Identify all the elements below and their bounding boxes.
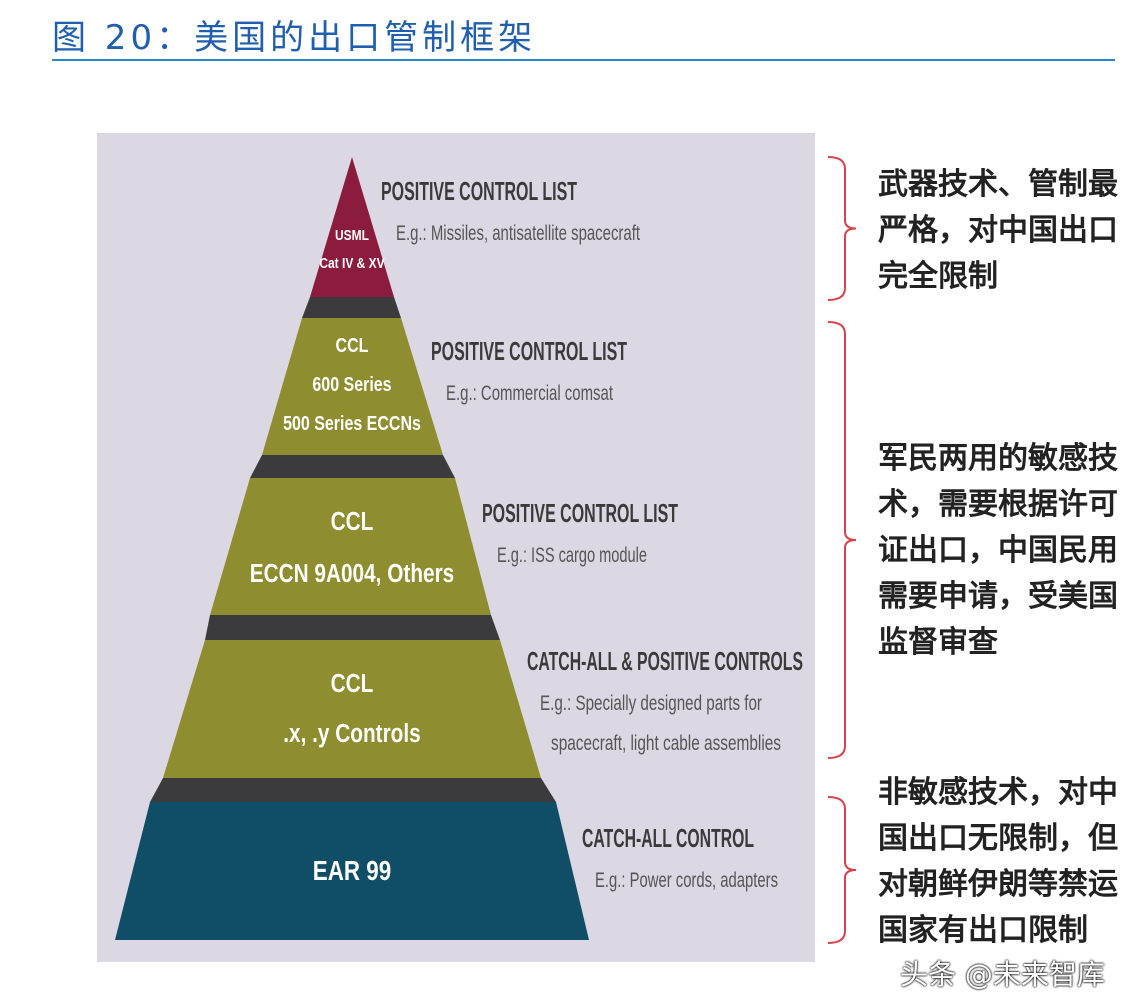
figure-title: 图 20：美国的出口管制框架	[52, 18, 537, 58]
tier-label: CCL	[331, 669, 374, 698]
tier-separator	[250, 455, 455, 478]
note-weapons: 武器技术、管制最严格，对中国出口完全限制	[878, 167, 1118, 294]
tier-label: ECCN 9A004, Others	[250, 559, 455, 588]
tier-heading: CATCH-ALL CONTROL	[582, 823, 754, 853]
tier-heading: POSITIVE CONTROL LIST	[482, 498, 678, 528]
pyramid-tier-2	[262, 318, 443, 455]
note-non-sensitive: 非敏感技术，对中国出口无限制，但对朝鲜伊朗等禁运国家有出口限制	[878, 775, 1118, 948]
tier-separator	[150, 778, 556, 802]
tier-separator	[302, 297, 401, 318]
watermark: 头条 @未来智库	[900, 958, 1105, 991]
pyramid-tier-5	[115, 802, 589, 940]
note-dual-use: 军民两用的敏感技术，需要根据许可证出口，中国民用需要申请，受美国监督审查	[878, 441, 1118, 660]
tier-label: 500 Series ECCNs	[283, 412, 421, 434]
tier-label: 600 Series	[312, 373, 391, 395]
tier-example: E.g.: Missiles, antisatellite spacecraft	[396, 222, 640, 245]
tier-example: spacecraft, light cable assemblies	[551, 732, 781, 755]
tier-label: CCL	[331, 507, 374, 536]
tier-label: USML	[335, 227, 369, 244]
tier-label: Cat IV & XV	[319, 255, 384, 272]
title-divider	[52, 59, 1115, 61]
tier-example: E.g.: ISS cargo module	[497, 544, 647, 567]
pyramid-tier-4	[163, 640, 541, 778]
tier-heading: CATCH-ALL & POSITIVE CONTROLS	[527, 646, 803, 676]
tier-example: E.g.: Specially designed parts for	[540, 692, 762, 715]
tier-label: EAR 99	[313, 856, 391, 887]
brace-2	[827, 321, 857, 759]
tier-label: .x, .y Controls	[283, 719, 420, 748]
brace-3	[827, 796, 857, 944]
tier-heading: POSITIVE CONTROL LIST	[431, 336, 627, 366]
tier-example: E.g.: Commercial comsat	[446, 382, 613, 405]
tier-separator	[205, 615, 500, 640]
tier-label: CCL	[336, 334, 369, 356]
tier-heading: POSITIVE CONTROL LIST	[381, 176, 577, 206]
brace-1	[827, 156, 857, 301]
tier-example: E.g.: Power cords, adapters	[595, 869, 778, 892]
pyramid-tier-1	[310, 157, 394, 297]
pyramid-tier-3	[210, 478, 491, 615]
